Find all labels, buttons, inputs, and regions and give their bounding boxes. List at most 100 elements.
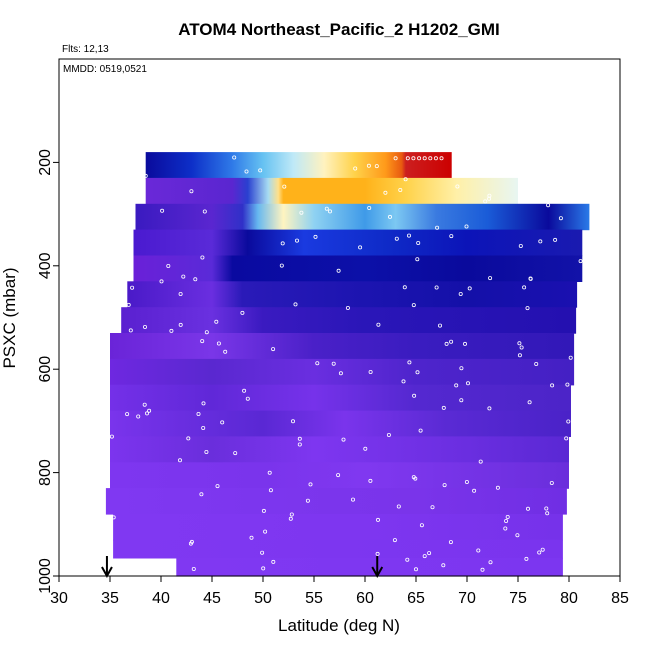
sample-point — [413, 567, 418, 572]
sample-point — [387, 214, 392, 219]
sample-point — [553, 237, 558, 242]
sample-point — [261, 508, 266, 513]
sample-point — [413, 476, 418, 481]
sample-point — [549, 480, 554, 485]
sample-point — [232, 155, 237, 160]
heatmap-band — [113, 539, 563, 559]
sample-point — [565, 382, 570, 387]
sample-point — [327, 209, 332, 214]
sample-point — [136, 414, 141, 419]
x-tick-label: 80 — [560, 590, 578, 607]
sample-point — [465, 381, 470, 386]
sample-point — [495, 485, 500, 490]
sample-point — [111, 515, 116, 520]
y-tick-label: 200 — [37, 149, 54, 176]
sample-point — [280, 241, 285, 246]
x-axis: 30 35 40 45 50 55 60 65 70 75 80 85 — [50, 575, 629, 607]
sample-point — [411, 303, 416, 308]
sample-point — [504, 519, 509, 524]
heatmap-band — [110, 384, 571, 412]
sample-point — [181, 274, 186, 279]
heatmap-band — [145, 177, 518, 205]
sample-point — [216, 341, 221, 346]
sample-point — [406, 233, 411, 238]
sample-point — [368, 478, 373, 483]
sample-point — [403, 177, 408, 182]
sample-point — [458, 291, 463, 296]
sample-point — [505, 515, 510, 520]
sample-point — [428, 156, 433, 161]
sample-point — [480, 567, 485, 572]
sample-point — [201, 401, 206, 406]
sample-point — [126, 302, 131, 307]
sample-point — [193, 277, 198, 282]
sample-point — [519, 345, 524, 350]
sample-point — [464, 224, 469, 229]
sample-point — [416, 240, 421, 245]
sample-point — [368, 369, 373, 374]
sample-point — [233, 451, 238, 456]
x-axis-label: Latitude (deg N) — [278, 616, 400, 635]
sample-point — [130, 285, 135, 290]
heatmap-band — [121, 307, 577, 334]
sample-point — [293, 302, 298, 307]
sample-point — [215, 484, 220, 489]
x-tick-label: 60 — [356, 590, 374, 607]
sample-point — [200, 339, 205, 344]
sample-point — [324, 206, 329, 211]
y-tick-label: 400 — [37, 252, 54, 279]
sample-point — [196, 411, 201, 416]
sample-point — [160, 208, 165, 213]
sample-point — [455, 184, 460, 189]
sample-points — [109, 155, 583, 572]
sample-point — [515, 533, 520, 538]
sample-point — [517, 353, 522, 358]
sample-point — [525, 306, 530, 311]
sample-point — [169, 328, 174, 333]
sample-point — [407, 360, 412, 365]
sample-point — [454, 383, 459, 388]
heatmap-band — [110, 333, 575, 360]
heatmap-band — [127, 281, 578, 308]
sample-point — [358, 245, 363, 250]
heatmap-band — [135, 203, 590, 231]
sample-point — [315, 361, 320, 366]
sample-point — [422, 156, 427, 161]
sample-point — [534, 361, 539, 366]
heatmap-band — [110, 410, 571, 437]
sample-point — [430, 505, 435, 510]
sample-point — [459, 366, 464, 371]
sample-point — [402, 285, 407, 290]
sample-point — [476, 548, 481, 553]
sample-point — [517, 341, 522, 346]
sample-point — [331, 361, 336, 366]
sample-point — [271, 347, 276, 352]
sample-point — [350, 497, 355, 502]
sample-point — [444, 341, 449, 346]
sample-point — [546, 203, 551, 208]
sample-point — [142, 324, 147, 329]
flight-markers — [101, 556, 384, 579]
heatmap-band — [113, 514, 563, 541]
sample-point — [263, 529, 268, 534]
sample-point — [204, 330, 209, 335]
sample-point — [191, 567, 196, 572]
sample-point — [467, 286, 472, 291]
sample-point — [488, 276, 493, 281]
sample-point — [189, 539, 194, 544]
flight-marker-head — [371, 566, 384, 579]
sample-point — [422, 554, 427, 559]
sample-point — [433, 156, 438, 161]
sample-point — [472, 488, 477, 493]
sample-point — [442, 483, 447, 488]
sample-point — [159, 279, 164, 284]
x-tick-label: 50 — [254, 590, 272, 607]
sample-point — [288, 516, 293, 521]
sample-point — [261, 566, 266, 571]
sample-point — [147, 408, 152, 413]
sample-point — [524, 556, 529, 561]
sample-point — [487, 193, 492, 198]
sample-point — [396, 504, 401, 509]
sample-point — [392, 538, 397, 543]
